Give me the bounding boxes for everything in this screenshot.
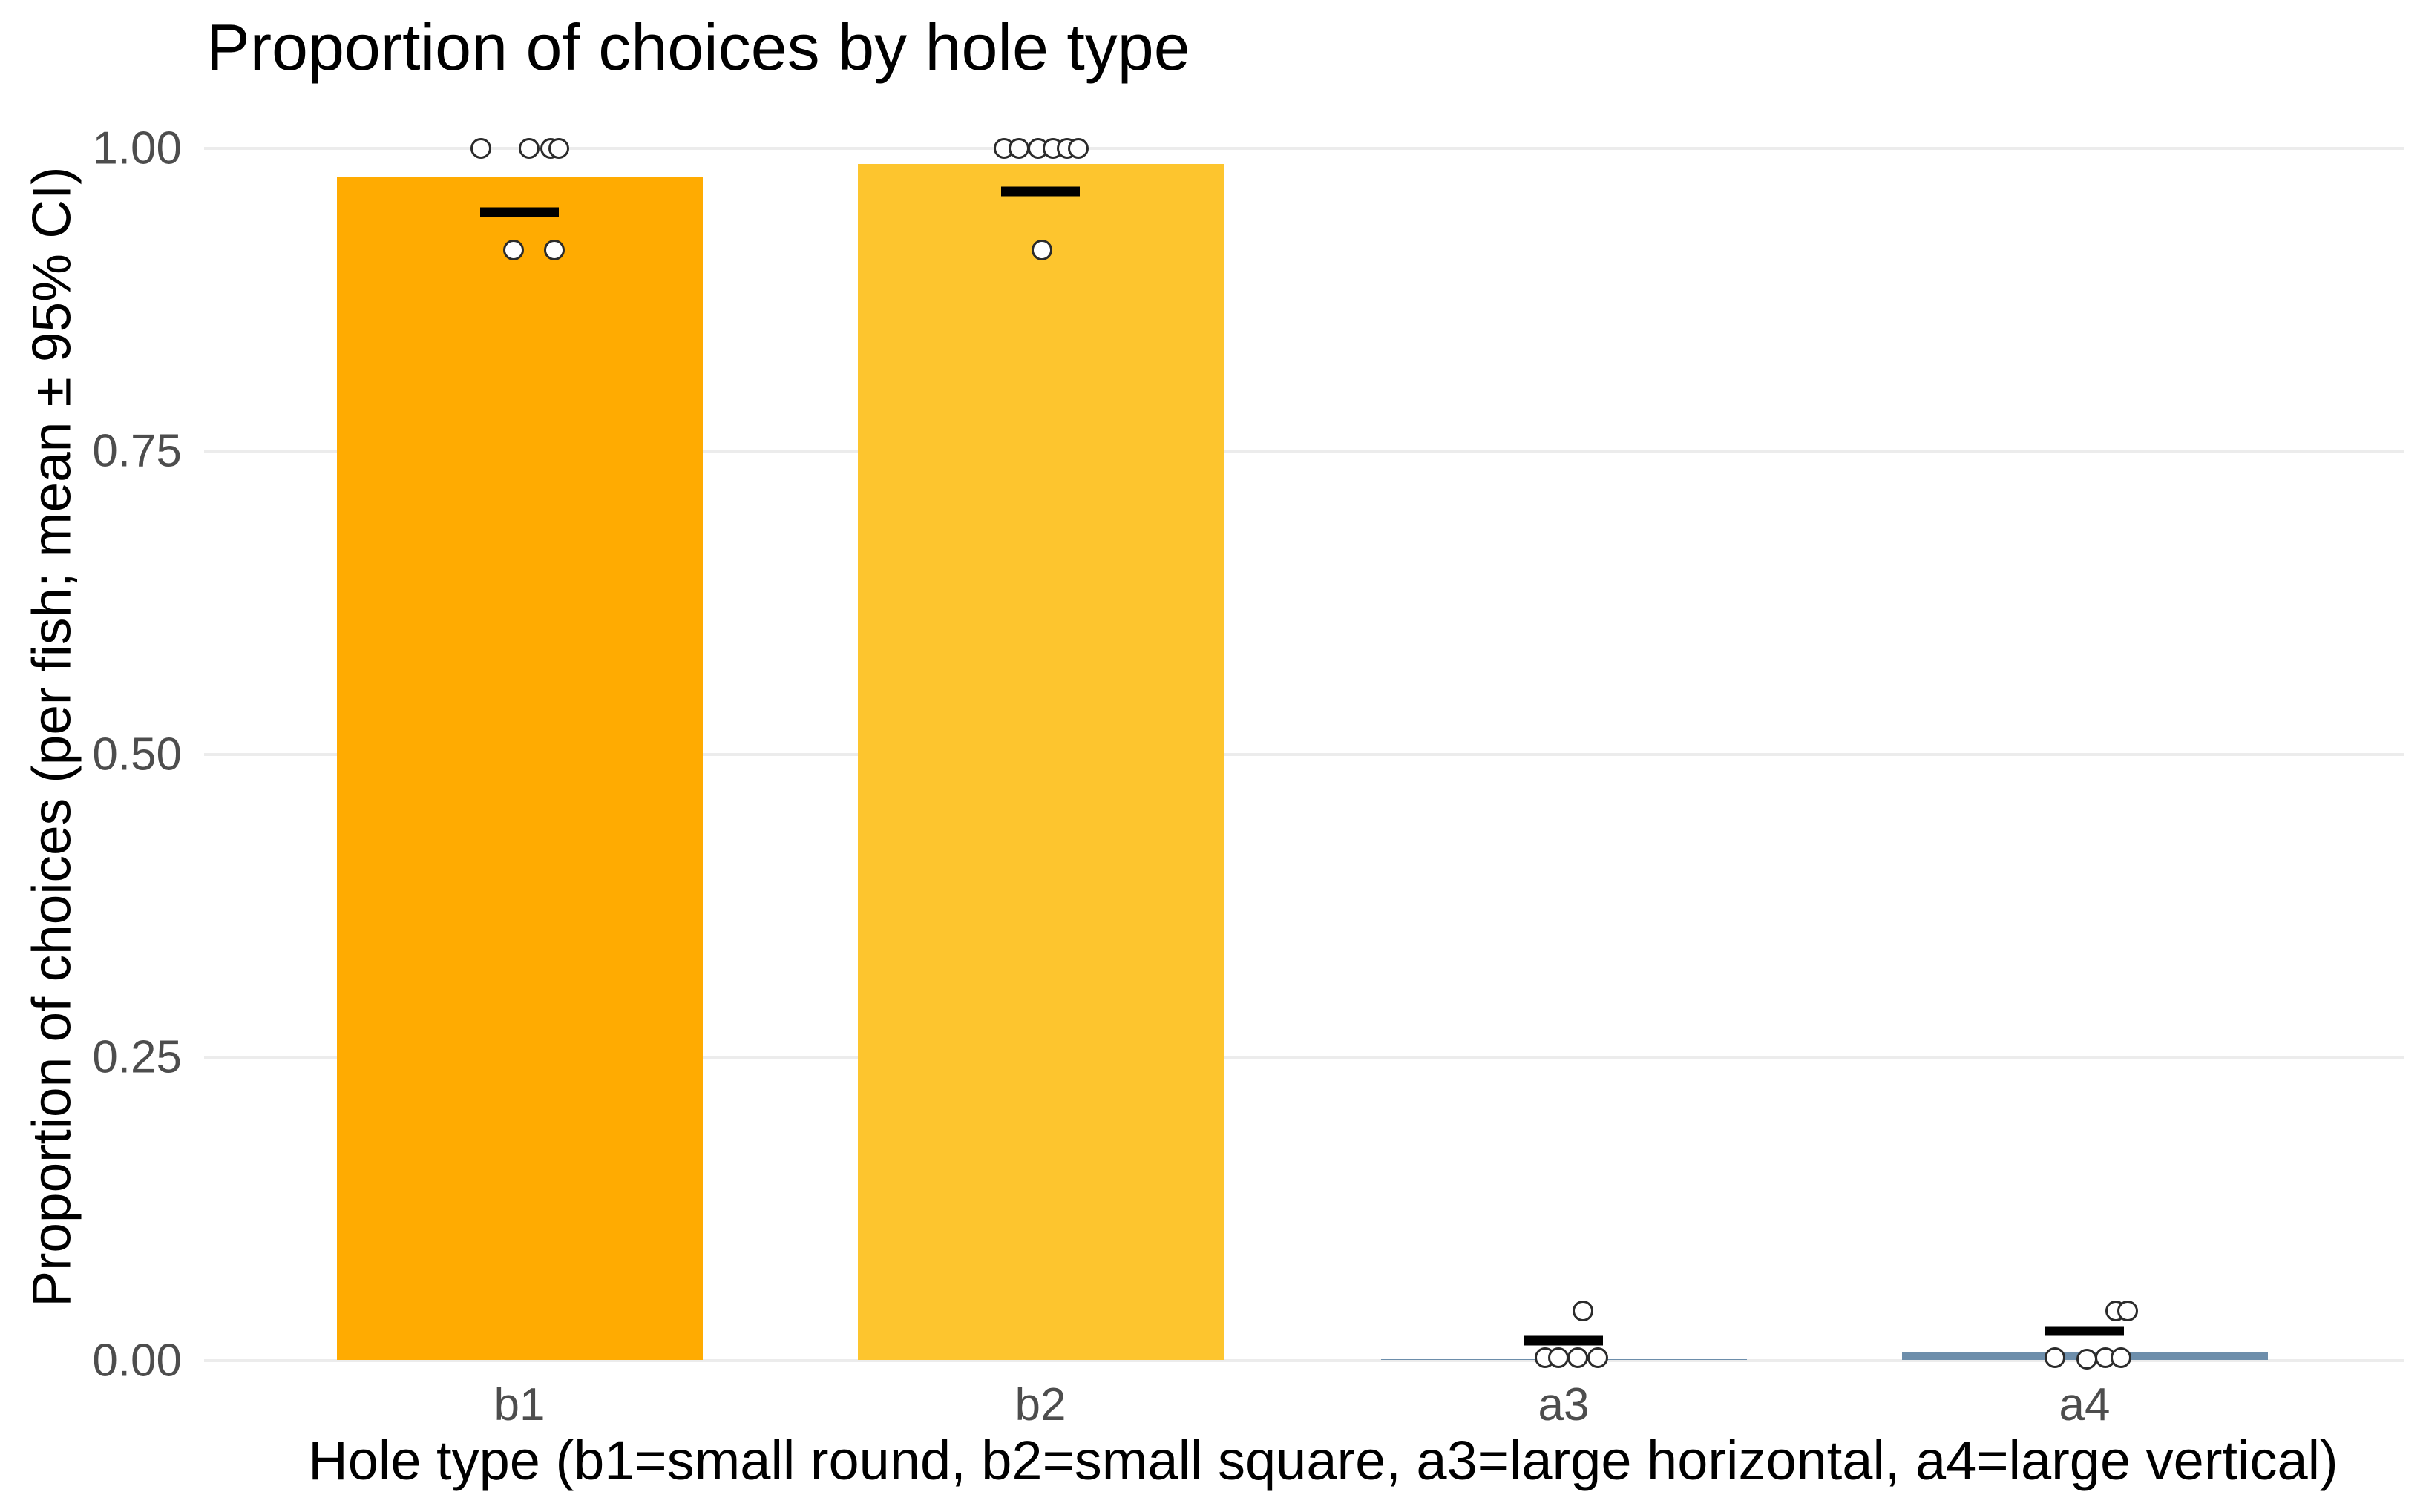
x-axis-title: Hole type (b1=small round, b2=small squa… xyxy=(308,1430,2338,1491)
x-tick-label-b2: b2 xyxy=(1014,1379,1066,1430)
data-point-b2 xyxy=(1009,137,1029,159)
data-point-b1 xyxy=(544,239,565,260)
y-axis-title: Proportion of choices (per fish; mean ± … xyxy=(22,166,82,1307)
bar-b2 xyxy=(857,163,1224,1361)
data-point-b1 xyxy=(503,239,524,260)
y-gridline xyxy=(204,752,2404,756)
y-gridline xyxy=(204,1056,2404,1059)
x-tick-label-a3: a3 xyxy=(1538,1379,1590,1430)
mean-line-a4 xyxy=(2045,1326,2124,1336)
y-tick-label: 1.00 xyxy=(92,122,182,174)
y-tick-label: 0.75 xyxy=(92,425,182,477)
data-point-b1 xyxy=(519,137,540,159)
y-tick-label: 0.50 xyxy=(92,729,182,780)
y-gridline xyxy=(204,450,2404,453)
chart-title: Proportion of choices by hole type xyxy=(206,10,1190,84)
data-point-b2 xyxy=(1068,137,1089,159)
y-tick-label: 0.25 xyxy=(92,1031,182,1083)
y-tick-label: 0.00 xyxy=(92,1335,182,1386)
x-tick-label-b1: b1 xyxy=(494,1379,545,1430)
data-point-a4 xyxy=(2045,1347,2065,1369)
data-point-b2 xyxy=(1032,239,1052,260)
bar-b1 xyxy=(336,177,703,1361)
data-point-a3 xyxy=(1567,1347,1588,1369)
mean-line-b2 xyxy=(1001,186,1080,197)
data-point-b1 xyxy=(470,137,491,159)
data-point-a3 xyxy=(1573,1300,1593,1321)
data-point-a4 xyxy=(2076,1348,2097,1370)
data-point-a3 xyxy=(1548,1347,1569,1369)
data-point-a4 xyxy=(2111,1347,2131,1369)
mean-line-b1 xyxy=(480,207,559,217)
y-gridline xyxy=(204,1358,2404,1362)
x-tick-label-a4: a4 xyxy=(2059,1379,2111,1430)
y-gridline xyxy=(204,146,2404,150)
data-point-a4 xyxy=(2117,1300,2138,1321)
data-point-b1 xyxy=(548,137,569,159)
mean-line-a3 xyxy=(1524,1335,1603,1346)
data-point-a3 xyxy=(1587,1347,1608,1369)
